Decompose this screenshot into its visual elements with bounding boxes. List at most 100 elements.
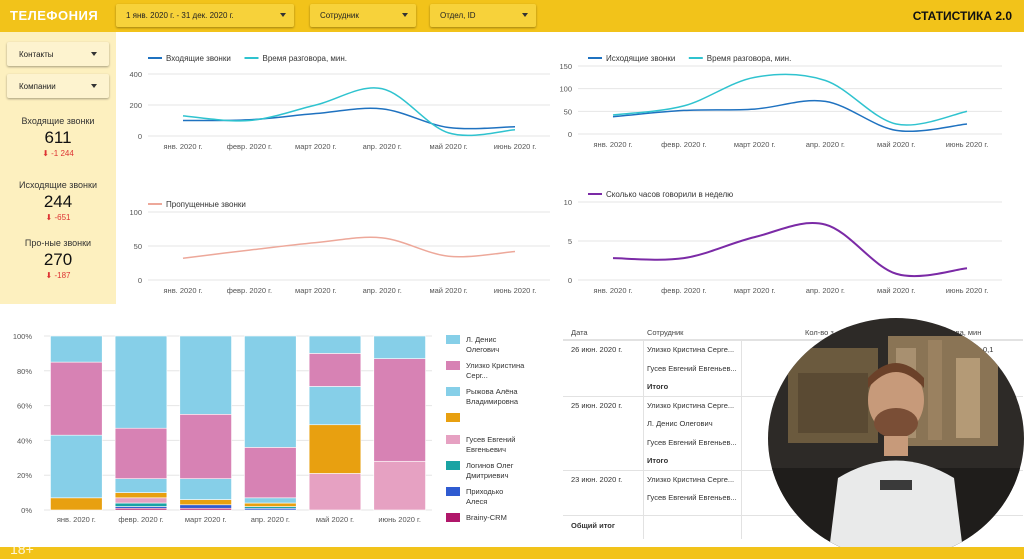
legend-label[interactable]: Сколько часов говорили в неделю bbox=[606, 190, 733, 199]
hours-per-week-chart: Сколько часов говорили в неделю 0 5 10 янв. … bbox=[564, 190, 1002, 295]
legend-swatch bbox=[446, 461, 460, 470]
x-tick-label: май 2020 г. bbox=[877, 140, 915, 149]
y-tick-label: 50 bbox=[564, 107, 572, 116]
col-header-count[interactable]: Кол-во з... bbox=[805, 328, 841, 337]
legend-label[interactable]: Приходько bbox=[466, 487, 503, 496]
x-tick-label: март 2020 г. bbox=[734, 140, 776, 149]
bar-segment[interactable] bbox=[179, 335, 232, 415]
bar-segment[interactable] bbox=[308, 473, 362, 511]
legend-label[interactable]: Время разговора, мин. bbox=[263, 54, 348, 63]
bar-segment[interactable] bbox=[373, 358, 426, 462]
legend-label[interactable]: Рыжова Алёна bbox=[466, 387, 518, 396]
bar-segment[interactable] bbox=[114, 492, 168, 499]
bar-segment[interactable] bbox=[244, 447, 297, 499]
bar-segment[interactable] bbox=[179, 499, 232, 506]
bar-segment[interactable] bbox=[114, 335, 168, 429]
contacts-filter[interactable]: Контакты bbox=[7, 42, 109, 66]
col-header-employee[interactable]: Сотрудник bbox=[647, 328, 684, 337]
legend-label[interactable]: Пропущенные звонки bbox=[166, 200, 246, 209]
bar-segment[interactable] bbox=[114, 427, 168, 479]
x-tick-label: февр. 2020 г. bbox=[227, 142, 272, 151]
bar-segment[interactable] bbox=[373, 335, 426, 359]
legend-label[interactable]: Гусев Евгений bbox=[466, 435, 515, 444]
bar-segment[interactable] bbox=[50, 335, 103, 363]
date-range-filter[interactable]: 1 янв. 2020 г. - 31 дек. 2020 г. bbox=[116, 4, 294, 27]
bar-segment[interactable] bbox=[308, 386, 362, 426]
x-tick-label: янв. 2020 г. bbox=[163, 142, 202, 151]
y-tick-label: 0 bbox=[568, 276, 572, 285]
x-tick-label: июнь 2020 г. bbox=[494, 142, 537, 151]
legend-swatch bbox=[446, 387, 460, 396]
legend-label[interactable]: Исходящие звонки bbox=[606, 54, 675, 63]
grand-total-label: Общий итог bbox=[571, 521, 615, 530]
bar-segment[interactable] bbox=[308, 424, 362, 474]
bar-segment[interactable] bbox=[114, 497, 168, 504]
legend-label[interactable]: Логинов Олег bbox=[466, 461, 514, 470]
kpi-value: 611 bbox=[44, 128, 72, 147]
col-header-date[interactable]: Дата bbox=[571, 328, 588, 337]
legend-label[interactable]: Brainy-CRM bbox=[466, 513, 507, 522]
companies-filter[interactable]: Компании bbox=[7, 74, 109, 98]
series-line bbox=[182, 107, 516, 130]
legend-label[interactable]: Евгеньевич bbox=[466, 445, 506, 454]
kpi-value: 244 bbox=[43, 192, 73, 211]
x-tick-label: апр. 2020 г. bbox=[363, 142, 402, 151]
employee-filter[interactable]: Сотрудник bbox=[310, 4, 416, 27]
employee-share-chart: 0% 20% 40% 60% 80% 100% янв. 2020 г. февр. 2020… bbox=[13, 332, 525, 524]
x-tick-label: апр. 2020 г. bbox=[806, 140, 845, 149]
bar-segment[interactable] bbox=[114, 502, 168, 507]
y-tick-label: 100 bbox=[129, 208, 142, 217]
bar-segment[interactable] bbox=[50, 434, 103, 499]
bar-segment[interactable] bbox=[244, 502, 297, 507]
legend-label[interactable]: Олегович bbox=[466, 345, 499, 354]
bar-segment[interactable] bbox=[244, 497, 297, 504]
bar-segment[interactable] bbox=[50, 361, 103, 436]
cell-employee: Итого bbox=[647, 456, 669, 465]
kpi-delta: ⬇ -1 244 bbox=[42, 149, 74, 158]
divider bbox=[563, 339, 1023, 340]
legend-label[interactable]: Время разговора, мин. bbox=[707, 54, 792, 63]
y-tick-label: 0 bbox=[138, 276, 142, 285]
bar-segment[interactable] bbox=[308, 335, 362, 354]
kpi-value: 270 bbox=[43, 250, 73, 269]
bar-segment[interactable] bbox=[244, 335, 297, 448]
kpi-delta: ⬇ -651 bbox=[45, 213, 71, 222]
y-tick-label: 0% bbox=[21, 506, 32, 515]
x-tick-label: янв. 2020 г. bbox=[163, 286, 202, 295]
y-tick-label: 20% bbox=[17, 471, 32, 480]
legend-label[interactable]: Л. Денис bbox=[466, 335, 497, 344]
bar-segment[interactable] bbox=[179, 504, 232, 509]
x-tick-label: апр. 2020 г. bbox=[363, 286, 402, 295]
x-tick-label: март 2020 г. bbox=[295, 142, 337, 151]
department-filter[interactable]: Отдел, ID bbox=[430, 4, 536, 27]
bar-segment[interactable] bbox=[114, 478, 168, 493]
x-tick-label: июнь 2020 г. bbox=[946, 140, 989, 149]
y-tick-label: 5 bbox=[568, 237, 572, 246]
bar-segment[interactable] bbox=[373, 460, 426, 511]
y-tick-label: 60% bbox=[17, 402, 32, 411]
legend-label[interactable]: Улизко Кристина bbox=[466, 361, 525, 370]
legend-label[interactable]: Владимировна bbox=[466, 397, 519, 406]
bar-segment[interactable] bbox=[179, 414, 232, 479]
series-line bbox=[612, 222, 968, 278]
x-tick-label: май 2020 г. bbox=[877, 286, 915, 295]
legend-label[interactable]: Алеся bbox=[466, 497, 487, 506]
bar-segment[interactable] bbox=[308, 353, 362, 387]
chevron-down-icon bbox=[91, 84, 97, 88]
bar-segment[interactable] bbox=[50, 497, 103, 511]
legend-label[interactable]: Входящие звонки bbox=[166, 54, 231, 63]
cell-employee: Улизко Кристина Серге... bbox=[647, 400, 735, 410]
y-tick-label: 150 bbox=[559, 62, 572, 71]
department-filter-label: Отдел, ID bbox=[440, 11, 476, 20]
y-tick-label: 50 bbox=[134, 242, 142, 251]
legend-label[interactable]: Серг... bbox=[466, 371, 488, 380]
date-range-label: 1 янв. 2020 г. - 31 дек. 2020 г. bbox=[126, 11, 234, 20]
y-tick-label: 40% bbox=[17, 436, 32, 445]
legend-label[interactable]: Дмитриевич bbox=[466, 471, 509, 480]
legend-swatch bbox=[446, 513, 460, 522]
companies-filter-label: Компании bbox=[19, 82, 56, 91]
cell-date: 23 июн. 2020 г. bbox=[571, 474, 623, 484]
bar-segment[interactable] bbox=[179, 478, 232, 500]
x-tick-label: янв. 2020 г. bbox=[593, 286, 632, 295]
series-line bbox=[182, 236, 516, 259]
